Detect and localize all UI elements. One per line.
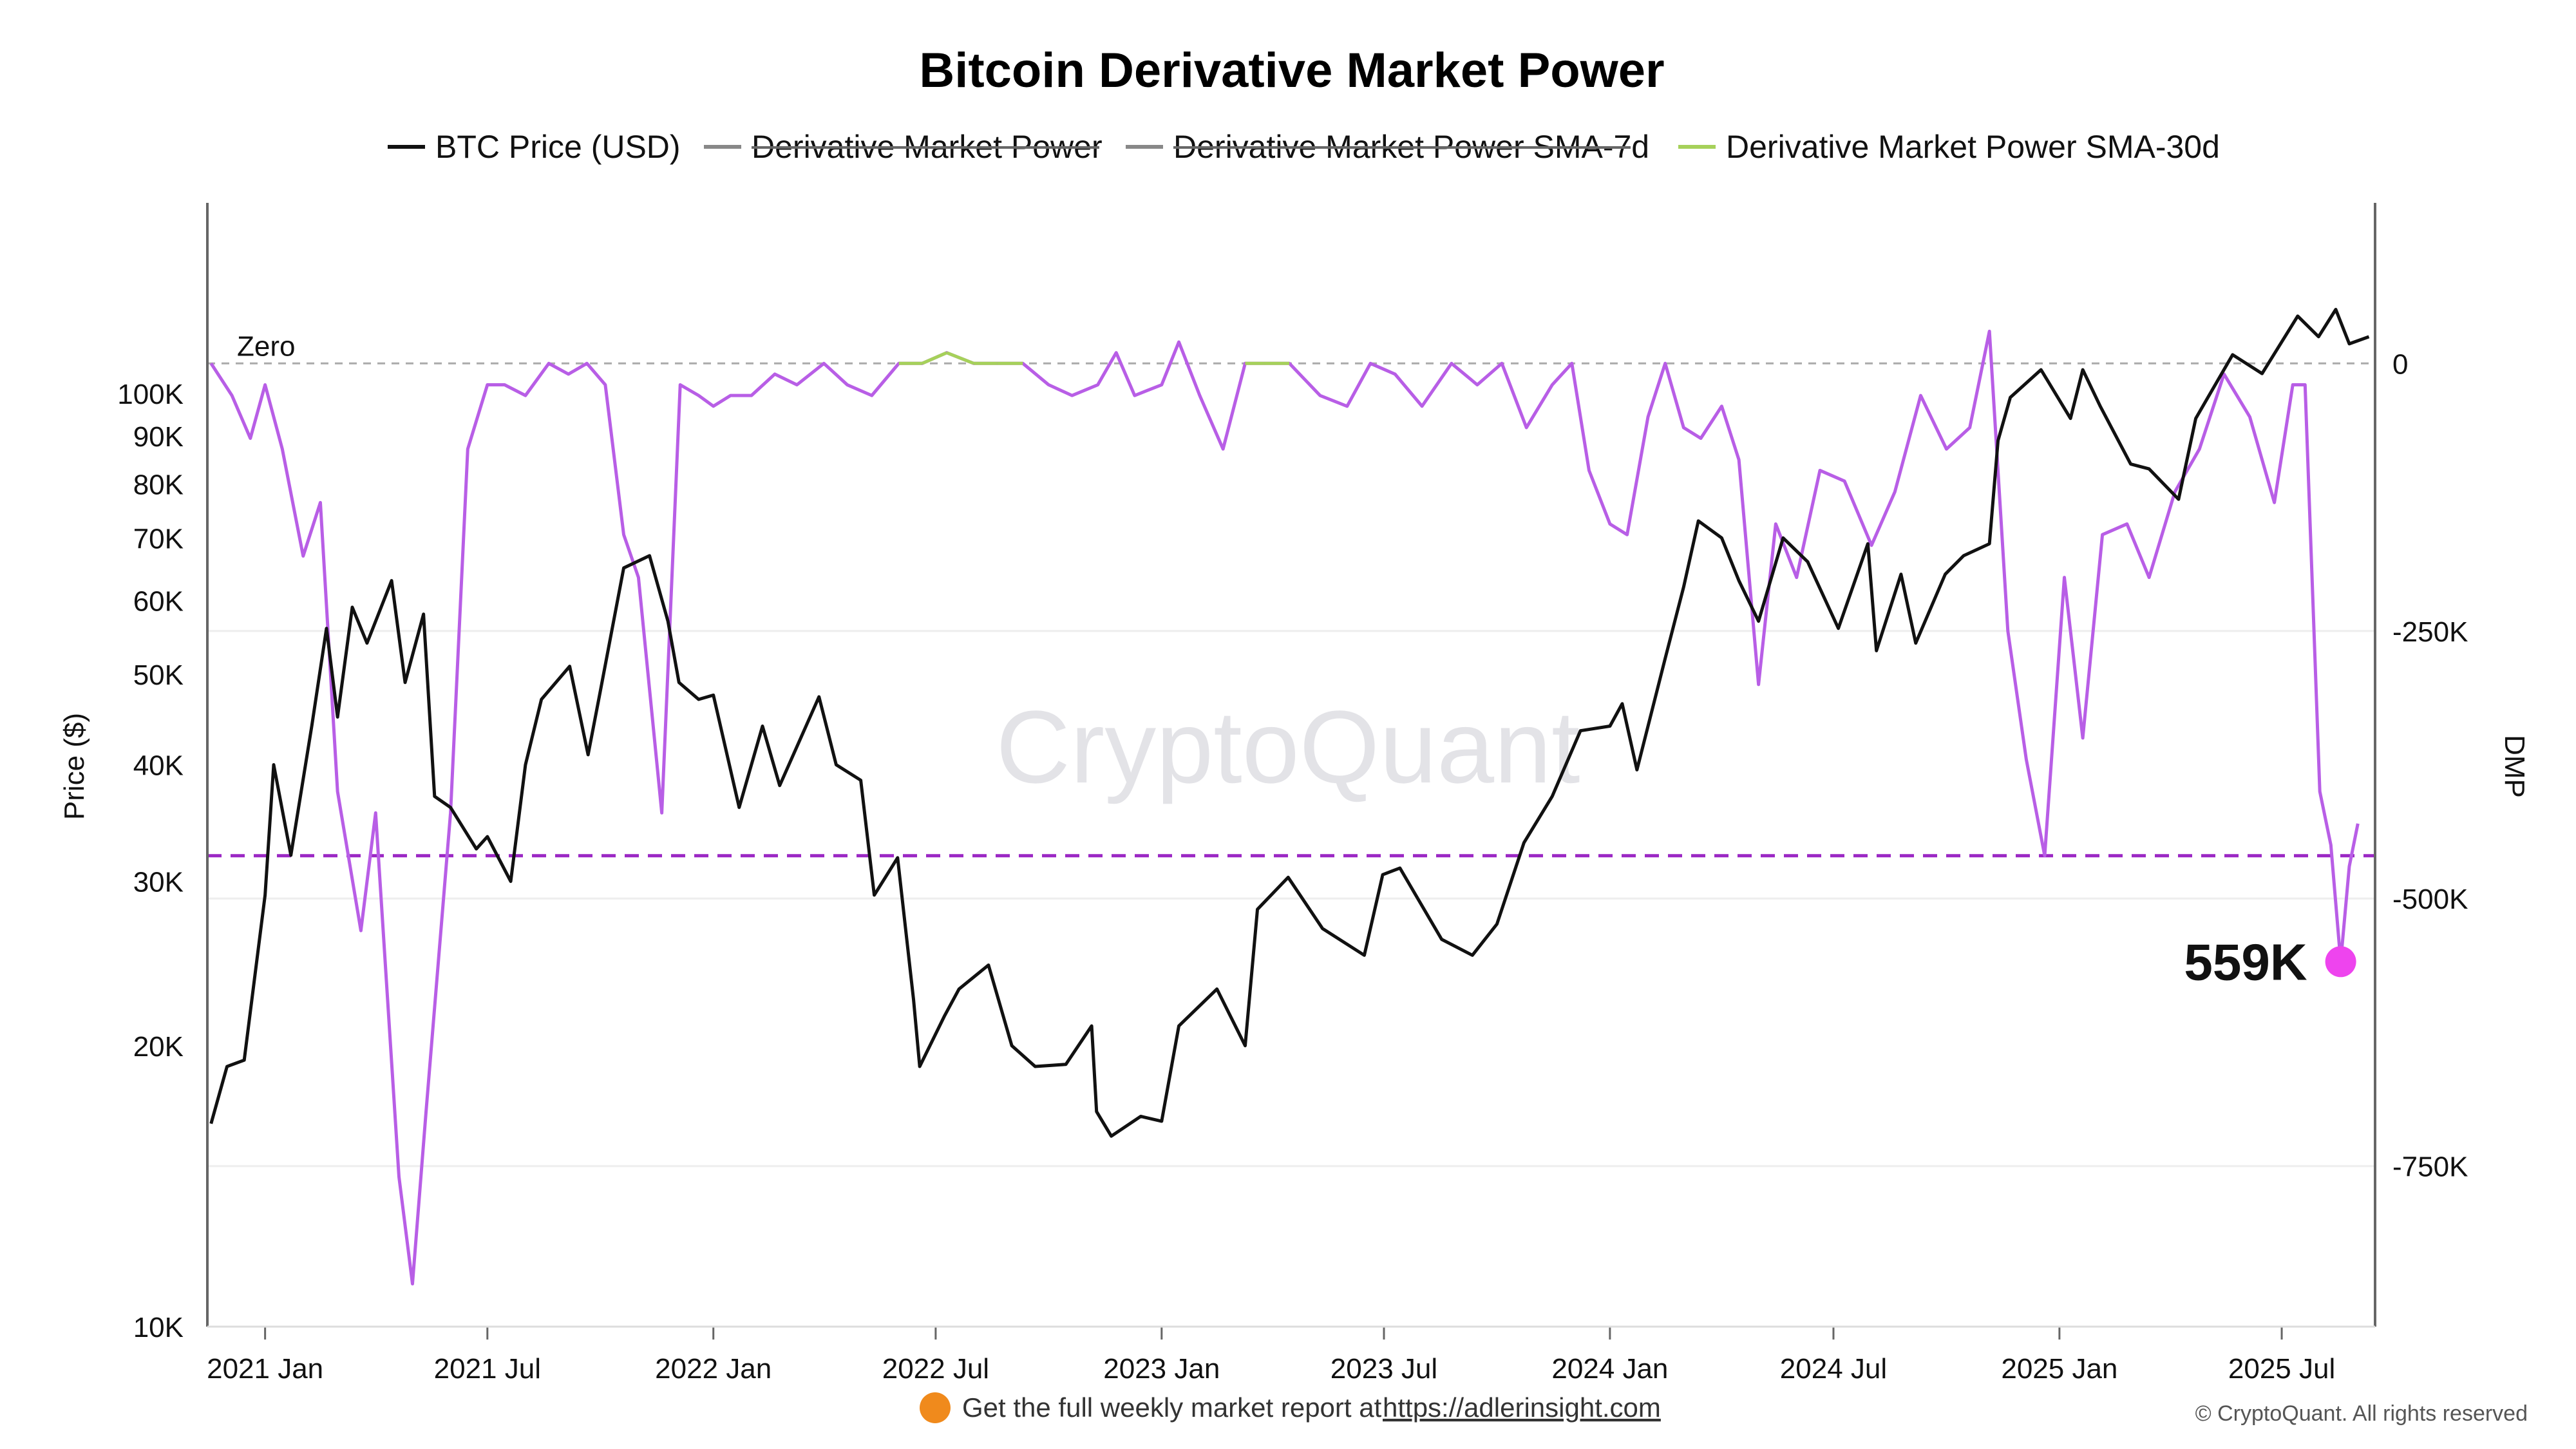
left-tick-label: 50K [133, 659, 184, 691]
legend-label: Derivative Market Power SMA-30d [1726, 129, 2220, 165]
left-tick-label: 10K [133, 1312, 184, 1343]
x-tick-label: 2025 Jan [2001, 1353, 2117, 1385]
legend-item: Derivative Market Power SMA-30d [1678, 129, 2220, 165]
footer-emoji-icon [920, 1392, 951, 1423]
annotation-marker [2325, 946, 2356, 978]
right-tick-label: -250K [2392, 616, 2468, 648]
annotations: 559K [2184, 933, 2356, 990]
right-axis-label: DMP [2499, 735, 2530, 798]
btc-price-line [209, 308, 2370, 1138]
dmp-positive-segment [921, 351, 948, 365]
footer-text: Get the full weekly market report at [962, 1392, 1382, 1423]
footer: Get the full weekly market report at htt… [920, 1392, 2528, 1426]
left-axis-label: Price ($) [59, 713, 90, 820]
left-tick-label: 30K [133, 867, 184, 898]
x-tick-label: 2024 Jul [1780, 1353, 1887, 1385]
right-tick-label: 0 [2392, 348, 2408, 380]
legend-item: Derivative Market Power [704, 129, 1103, 165]
zero-label: Zero [237, 330, 295, 362]
axes: 0 -250K -500K -750K 10K 20K 30K 40K 50K 60K 70K 80K… [117, 203, 2468, 1385]
left-tick-label: 100K [117, 379, 184, 410]
copyright-text: © CryptoQuant. All rights reserved [2195, 1401, 2528, 1426]
x-tick-label: 2022 Jan [655, 1353, 772, 1385]
right-tick-label: -750K [2392, 1151, 2468, 1183]
x-tick-label: 2023 Jan [1103, 1353, 1220, 1385]
series-layer [209, 308, 2370, 1286]
left-tick-label: 40K [133, 750, 184, 782]
left-tick-label: 60K [133, 585, 184, 617]
x-tick-label: 2025 Jul [2228, 1353, 2335, 1385]
legend-item: BTC Price (USD) [388, 129, 681, 165]
x-tick-label: 2023 Jul [1331, 1353, 1437, 1385]
x-tick-label: 2024 Jan [1551, 1353, 1668, 1385]
legend-item: Derivative Market Power SMA-7d [1126, 129, 1649, 165]
watermark: CryptoQuant [996, 689, 1580, 804]
left-tick-label: 70K [133, 523, 184, 554]
x-tick-label: 2021 Jul [434, 1353, 541, 1385]
footer-link[interactable]: https://adlerinsight.com [1383, 1392, 1661, 1423]
chart-title: Bitcoin Derivative Market Power [919, 43, 1664, 98]
x-tick-label: 2022 Jul [882, 1353, 989, 1385]
x-tick-label: 2021 Jan [207, 1353, 323, 1385]
chart-legend: BTC Price (USD) Derivative Market Power De… [388, 129, 2220, 165]
left-tick-label: 90K [133, 421, 184, 453]
annotation-label: 559K [2184, 933, 2307, 990]
left-tick-label: 80K [133, 469, 184, 500]
dmp-sma30-line [209, 329, 2360, 1286]
legend-label: BTC Price (USD) [435, 129, 681, 165]
dmp-positive-segment [946, 351, 974, 365]
right-tick-label: -500K [2392, 884, 2468, 915]
left-tick-label: 20K [133, 1031, 184, 1063]
